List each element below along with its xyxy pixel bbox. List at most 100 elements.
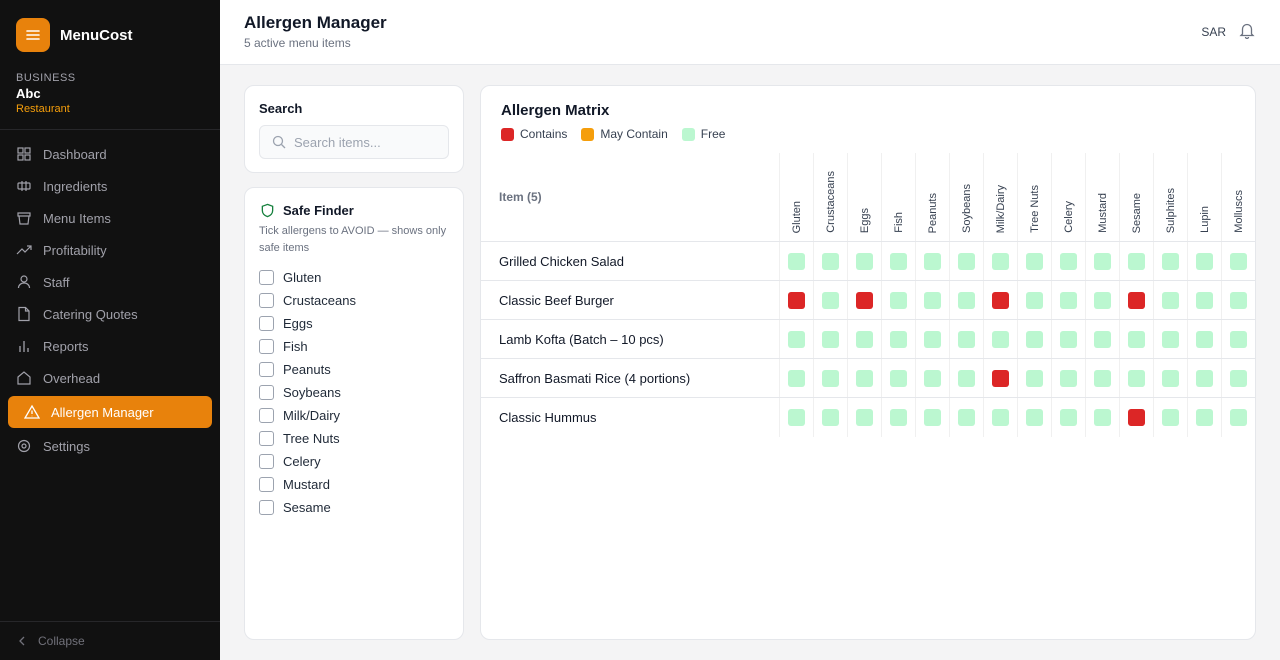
free-indicator[interactable]	[788, 369, 805, 387]
free-indicator[interactable]	[992, 252, 1009, 270]
free-indicator[interactable]	[924, 291, 941, 309]
checkbox[interactable]	[259, 362, 274, 377]
sidebar-item-reports[interactable]: Reports	[8, 330, 212, 362]
table-row[interactable]: Classic Beef Burger	[481, 281, 1255, 320]
allergen-option-mustard[interactable]: Mustard	[259, 473, 356, 496]
allergen-option-gluten[interactable]: Gluten	[259, 266, 356, 289]
free-indicator[interactable]	[1230, 409, 1247, 426]
checkbox[interactable]	[259, 454, 274, 469]
sidebar-item-catering-quotes[interactable]: Catering Quotes	[8, 298, 212, 330]
sidebar-item-profitability[interactable]: Profitability	[8, 234, 212, 266]
free-indicator[interactable]	[788, 330, 805, 348]
contains-indicator[interactable]	[992, 369, 1009, 387]
free-indicator[interactable]	[1060, 330, 1077, 348]
allergen-option-celery[interactable]: Celery	[259, 450, 356, 473]
free-indicator[interactable]	[1196, 252, 1213, 270]
collapse-button[interactable]: Collapse	[0, 621, 220, 660]
free-indicator[interactable]	[788, 252, 805, 270]
checkbox[interactable]	[259, 339, 274, 354]
free-indicator[interactable]	[924, 330, 941, 348]
allergen-option-fish[interactable]: Fish	[259, 335, 356, 358]
table-row[interactable]: Lamb Kofta (Batch – 10 pcs)	[481, 320, 1255, 359]
free-indicator[interactable]	[822, 369, 839, 387]
free-indicator[interactable]	[1162, 330, 1179, 348]
checkbox[interactable]	[259, 385, 274, 400]
allergen-option-sesame[interactable]: Sesame	[259, 496, 356, 519]
contains-indicator[interactable]	[788, 291, 805, 309]
sidebar-item-dashboard[interactable]: Dashboard	[8, 138, 212, 170]
free-indicator[interactable]	[958, 252, 975, 270]
free-indicator[interactable]	[890, 330, 907, 348]
sidebar-item-menu-items[interactable]: Menu Items	[8, 202, 212, 234]
free-indicator[interactable]	[1128, 330, 1145, 348]
free-indicator[interactable]	[822, 330, 839, 348]
free-indicator[interactable]	[822, 252, 839, 270]
checkbox[interactable]	[259, 316, 274, 331]
free-indicator[interactable]	[1128, 369, 1145, 387]
free-indicator[interactable]	[1026, 369, 1043, 387]
free-indicator[interactable]	[1196, 409, 1213, 426]
checkbox[interactable]	[259, 408, 274, 423]
table-row[interactable]: Grilled Chicken Salad	[481, 242, 1255, 281]
free-indicator[interactable]	[1230, 369, 1247, 387]
allergen-option-tree-nuts[interactable]: Tree Nuts	[259, 427, 356, 450]
free-indicator[interactable]	[1230, 252, 1247, 270]
checkbox[interactable]	[259, 477, 274, 492]
free-indicator[interactable]	[924, 252, 941, 270]
checkbox[interactable]	[259, 293, 274, 308]
contains-indicator[interactable]	[1128, 291, 1145, 309]
free-indicator[interactable]	[1230, 291, 1247, 309]
free-indicator[interactable]	[1094, 409, 1111, 426]
free-indicator[interactable]	[1162, 252, 1179, 270]
free-indicator[interactable]	[1026, 330, 1043, 348]
free-indicator[interactable]	[788, 409, 805, 426]
currency-label[interactable]: SAR	[1201, 25, 1226, 39]
checkbox[interactable]	[259, 431, 274, 446]
free-indicator[interactable]	[924, 409, 941, 426]
free-indicator[interactable]	[958, 291, 975, 309]
free-indicator[interactable]	[856, 369, 873, 387]
free-indicator[interactable]	[1026, 409, 1043, 426]
free-indicator[interactable]	[1026, 291, 1043, 309]
free-indicator[interactable]	[1060, 252, 1077, 270]
free-indicator[interactable]	[924, 369, 941, 387]
free-indicator[interactable]	[856, 252, 873, 270]
checkbox[interactable]	[259, 500, 274, 515]
sidebar-item-overhead[interactable]: Overhead	[8, 362, 212, 394]
free-indicator[interactable]	[958, 409, 975, 426]
sidebar-item-settings[interactable]: Settings	[8, 430, 212, 462]
contains-indicator[interactable]	[856, 291, 873, 309]
free-indicator[interactable]	[992, 409, 1009, 426]
free-indicator[interactable]	[1196, 291, 1213, 309]
free-indicator[interactable]	[1060, 409, 1077, 426]
free-indicator[interactable]	[1094, 330, 1111, 348]
free-indicator[interactable]	[1094, 291, 1111, 309]
search-input[interactable]	[294, 134, 434, 150]
free-indicator[interactable]	[856, 330, 873, 348]
free-indicator[interactable]	[958, 369, 975, 387]
free-indicator[interactable]	[1196, 369, 1213, 387]
sidebar-item-ingredients[interactable]: Ingredients	[8, 170, 212, 202]
free-indicator[interactable]	[1094, 369, 1111, 387]
checkbox[interactable]	[259, 270, 274, 285]
free-indicator[interactable]	[890, 369, 907, 387]
table-row[interactable]: Saffron Basmati Rice (4 portions)	[481, 359, 1255, 398]
free-indicator[interactable]	[822, 291, 839, 309]
free-indicator[interactable]	[1196, 330, 1213, 348]
free-indicator[interactable]	[1128, 252, 1145, 270]
free-indicator[interactable]	[1162, 369, 1179, 387]
allergen-option-crustaceans[interactable]: Crustaceans	[259, 289, 356, 312]
free-indicator[interactable]	[958, 330, 975, 348]
free-indicator[interactable]	[1060, 291, 1077, 309]
free-indicator[interactable]	[1094, 252, 1111, 270]
free-indicator[interactable]	[1026, 252, 1043, 270]
free-indicator[interactable]	[992, 330, 1009, 348]
allergen-option-soybeans[interactable]: Soybeans	[259, 381, 356, 404]
menu-toggle-button[interactable]	[16, 18, 50, 52]
sidebar-item-staff[interactable]: Staff	[8, 266, 212, 298]
free-indicator[interactable]	[890, 252, 907, 270]
bell-icon[interactable]	[1238, 21, 1256, 39]
free-indicator[interactable]	[890, 409, 907, 426]
allergen-option-eggs[interactable]: Eggs	[259, 312, 356, 335]
free-indicator[interactable]	[856, 409, 873, 426]
